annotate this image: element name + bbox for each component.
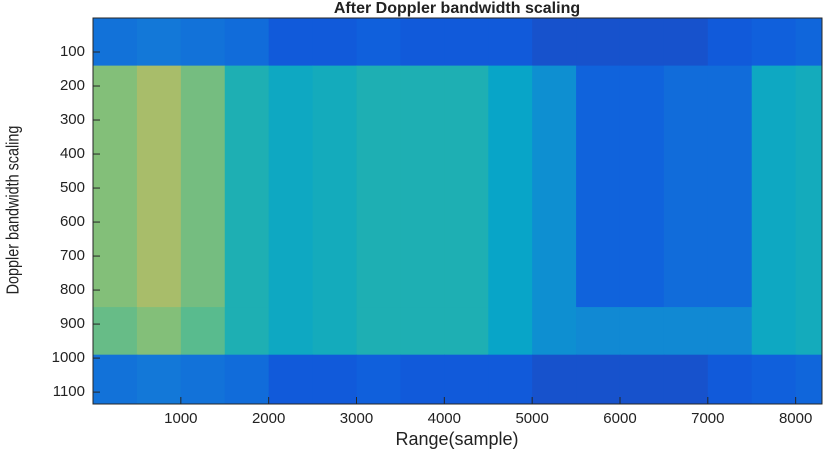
heat-cell (356, 307, 401, 356)
x-tick-label: 6000 (603, 410, 636, 427)
plot-frame (92, 17, 823, 405)
heat-cell (576, 65, 621, 308)
heat-cell (93, 307, 138, 356)
x-tick-label: 7000 (691, 410, 724, 427)
heat-cell (180, 65, 226, 308)
heat-cell (663, 354, 709, 405)
heat-cell (444, 65, 489, 308)
heat-cell (619, 307, 665, 356)
heat-cell (224, 354, 270, 405)
heat-cell (136, 18, 182, 67)
heat-cell (400, 307, 445, 356)
heat-cell (619, 18, 665, 67)
heat-cell (312, 18, 357, 67)
heat-cell (488, 354, 533, 405)
y-tick-label: 600 (60, 213, 85, 230)
heat-cell (224, 18, 270, 67)
heat-cell (180, 354, 226, 405)
heat-cell (312, 354, 357, 405)
heat-cell (444, 307, 489, 356)
heat-cell (751, 354, 797, 405)
heat-cell (400, 354, 445, 405)
y-tick-label: 800 (60, 281, 85, 298)
heat-cell (356, 18, 401, 67)
heat-cell (488, 307, 533, 356)
heat-cell (707, 354, 753, 405)
heat-cell (532, 354, 577, 405)
heat-cell (532, 18, 577, 67)
heat-cell (268, 354, 314, 405)
heat-cell (751, 307, 797, 356)
heat-cell (532, 307, 577, 356)
chart-title: After Doppler bandwidth scaling (334, 0, 580, 17)
heat-cell (93, 354, 138, 405)
heat-cell (93, 65, 138, 308)
heat-cell (268, 307, 314, 356)
heat-cell (663, 65, 709, 308)
heat-cell (356, 65, 401, 308)
heat-cell (619, 65, 665, 308)
y-tick-label: 1100 (53, 383, 85, 400)
heat-cell (488, 65, 533, 308)
heat-cell (136, 307, 182, 356)
heat-cell (751, 18, 797, 67)
heat-cell (312, 65, 357, 308)
heat-cell (268, 65, 314, 308)
heat-cell (400, 18, 445, 67)
x-tick-label: 1000 (164, 410, 197, 427)
heat-cell (576, 354, 621, 405)
heat-cell (180, 18, 226, 67)
heat-cell (795, 354, 823, 405)
heat-cell (576, 307, 621, 356)
heat-cell (663, 18, 709, 67)
y-tick-label: 100 (60, 43, 85, 60)
x-tick-label: 4000 (428, 410, 461, 427)
heat-cell (400, 65, 445, 308)
y-tick-label: 200 (60, 77, 85, 94)
heat-cell (795, 307, 823, 356)
y-tick-label: 500 (60, 179, 85, 196)
heat-cell (136, 65, 182, 308)
y-tick-label: 700 (60, 247, 85, 264)
heat-cell (751, 65, 797, 308)
heat-cell (444, 354, 489, 405)
heat-cell (663, 307, 709, 356)
heat-cell (444, 18, 489, 67)
heat-cell (619, 354, 665, 405)
heat-cell (268, 18, 314, 67)
x-axis-label: Range(sample) (395, 429, 518, 449)
heat-cell (180, 307, 226, 356)
heat-cell (707, 65, 753, 308)
heat-cell (576, 18, 621, 67)
heatmap (93, 18, 823, 405)
heat-cell (488, 18, 533, 67)
x-tick-label: 8000 (779, 410, 812, 427)
heat-cell (795, 65, 823, 308)
heat-cell (93, 18, 138, 67)
y-tick-label: 300 (60, 111, 85, 128)
x-tick-label: 2000 (252, 410, 285, 427)
heat-cell (532, 65, 577, 308)
heat-cell (136, 354, 182, 405)
heat-cell (224, 307, 270, 356)
x-tick-label: 5000 (515, 410, 548, 427)
heat-cell (707, 18, 753, 67)
y-tick-label: 400 (60, 145, 85, 162)
y-tick-label: 900 (60, 315, 85, 332)
y-tick-label: 1000 (52, 349, 85, 366)
heat-cell (795, 18, 823, 67)
heat-cell (224, 65, 270, 308)
heat-cell (707, 307, 753, 356)
x-tick-label: 3000 (340, 410, 373, 427)
heat-cell (312, 307, 357, 356)
heat-cell (356, 354, 401, 405)
y-axis-label: Doppler bandwidth scaling (3, 126, 23, 295)
